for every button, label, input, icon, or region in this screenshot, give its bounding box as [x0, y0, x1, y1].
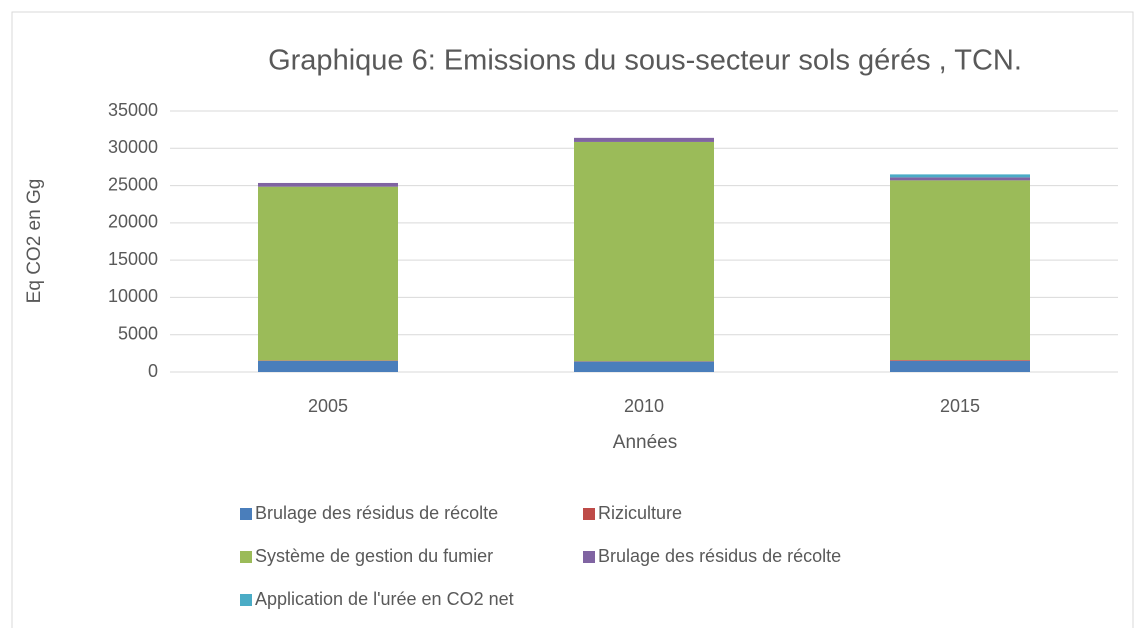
bar-segment — [890, 174, 1030, 177]
legend-swatch — [583, 551, 595, 563]
bar-segment — [890, 177, 1030, 180]
bar-segment — [890, 360, 1030, 361]
y-tick-label: 25000 — [108, 174, 158, 194]
bar-segment — [574, 142, 714, 361]
x-tick-label: 2005 — [308, 396, 348, 416]
legend-label: Application de l'urée en CO2 net — [255, 589, 514, 609]
bar-segment — [890, 180, 1030, 360]
y-tick-label: 15000 — [108, 249, 158, 269]
legend-label: Brulage des résidus de récolte — [598, 546, 841, 566]
legend-label: Brulage des résidus de récolte — [255, 503, 498, 523]
x-axis-label: Années — [613, 432, 677, 453]
legend-swatch — [240, 594, 252, 606]
y-tick-label: 30000 — [108, 137, 158, 157]
legend-swatch — [583, 508, 595, 520]
bar-segment — [574, 362, 714, 372]
bar-segment — [258, 361, 398, 372]
y-tick-label: 35000 — [108, 100, 158, 120]
bar-segment — [890, 361, 1030, 372]
y-tick-label: 10000 — [108, 286, 158, 306]
x-tick-label: 2010 — [624, 396, 664, 416]
x-tick-label: 2015 — [940, 396, 980, 416]
bar-segment — [574, 138, 714, 142]
bar-segment — [258, 187, 398, 361]
legend-label: Riziculture — [598, 503, 682, 523]
y-tick-label: 20000 — [108, 212, 158, 232]
legend-swatch — [240, 551, 252, 563]
y-axis-label: Eq CO2 en Gg — [24, 179, 45, 304]
legend-swatch — [240, 508, 252, 520]
legend-label: Système de gestion du fumier — [255, 546, 493, 566]
bar-segment — [258, 183, 398, 187]
y-tick-label: 0 — [148, 361, 158, 381]
chart-title: Graphique 6: Emissions du sous-secteur s… — [268, 45, 1022, 77]
y-tick-label: 5000 — [118, 323, 158, 343]
